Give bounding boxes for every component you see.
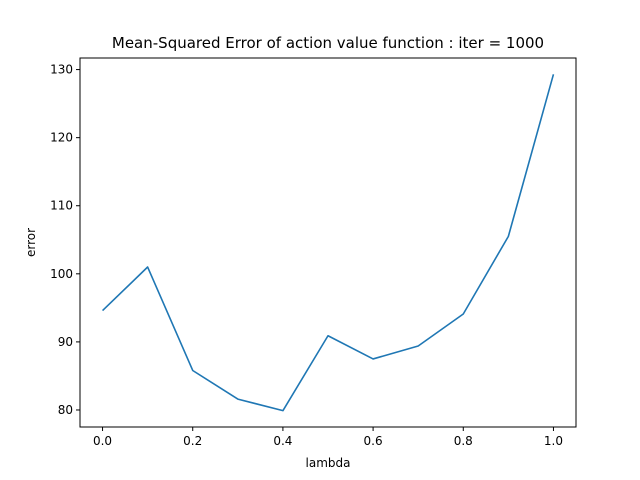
y-tick-label: 80 [58,403,73,417]
x-axis-label: lambda [306,456,351,470]
x-tick-label: 0.0 [93,434,112,448]
y-tick-label: 130 [50,63,73,77]
y-tick-label: 110 [50,199,73,213]
series-line-0 [101,74,555,412]
x-tick-label: 0.2 [183,434,202,448]
plot-area [79,57,577,428]
series-layer [101,74,555,412]
x-tick-label: 0.4 [273,434,292,448]
chart-title: Mean-Squared Error of action value funct… [112,34,544,52]
x-axis: 0.0 0.2 0.4 0.6 0.8 1.0 [93,427,563,448]
y-tick-label: 120 [50,131,73,145]
x-tick-label: 0.8 [454,434,473,448]
y-tick-label: 100 [50,267,73,281]
y-axis: 80 90 100 110 120 130 [50,63,80,417]
y-axis-label: error [24,228,38,257]
plot-frame [79,57,577,428]
x-tick-label: 1.0 [544,434,563,448]
y-tick-label: 90 [58,335,73,349]
x-tick-label: 0.6 [364,434,383,448]
